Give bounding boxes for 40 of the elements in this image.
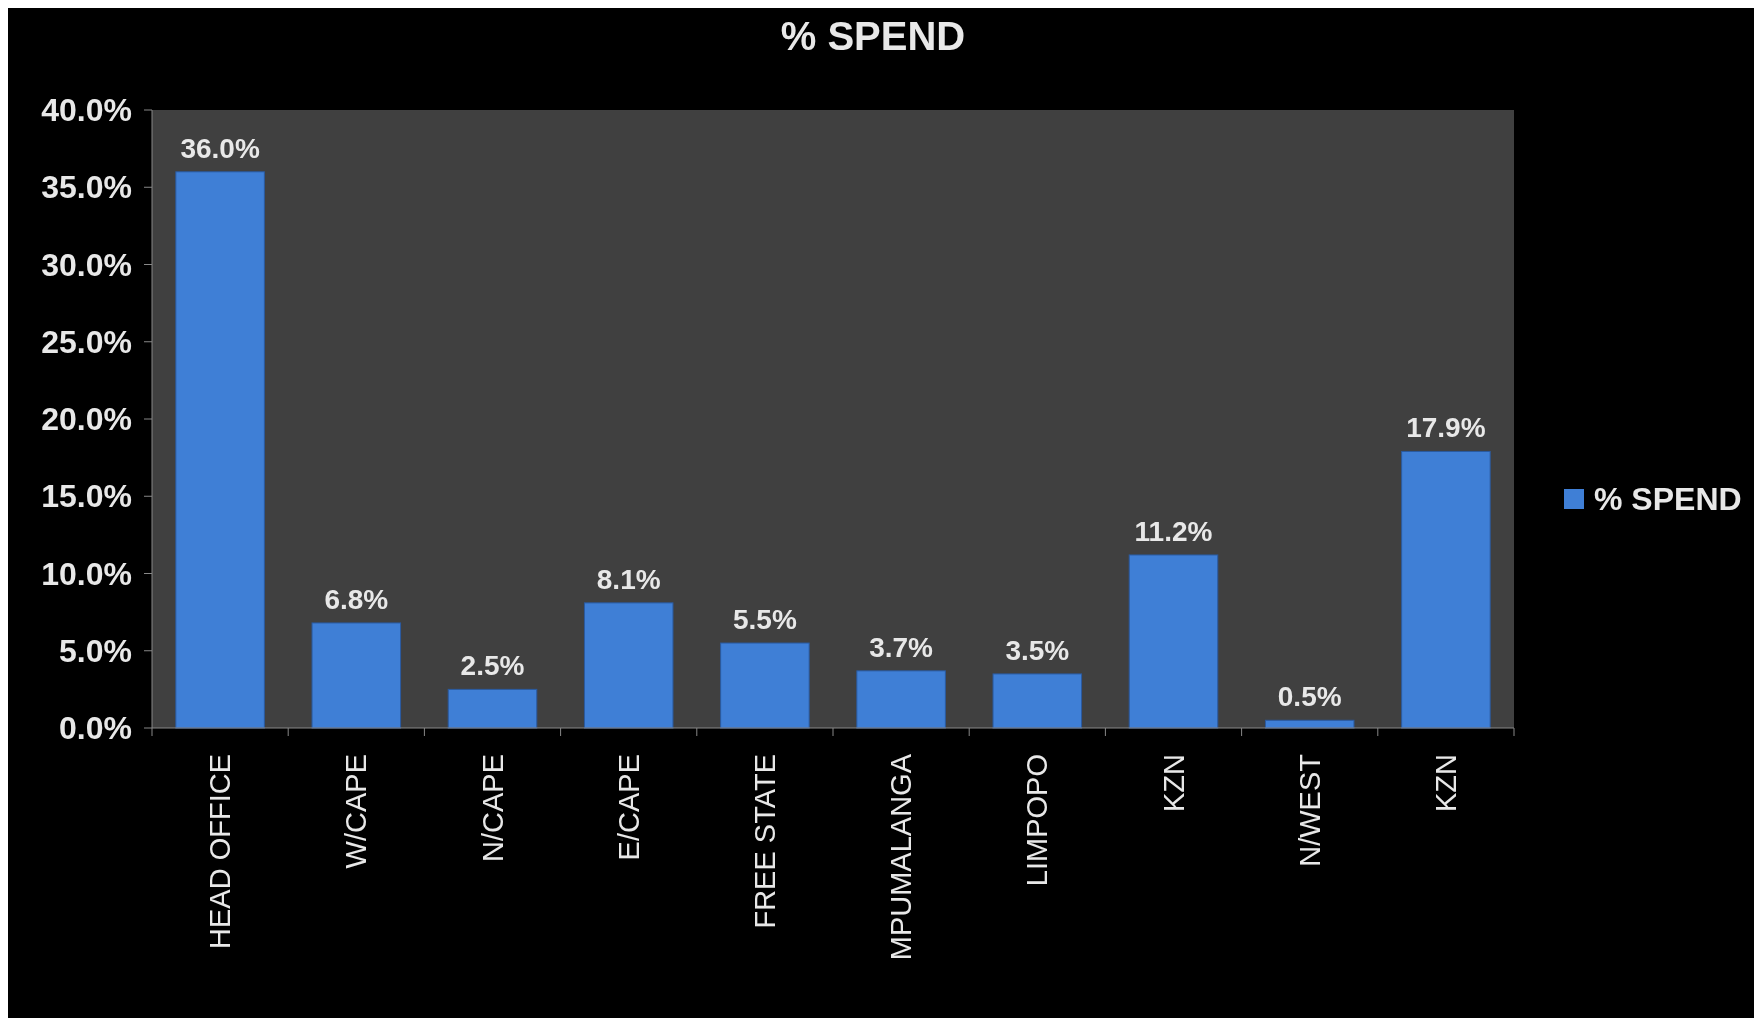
data-label: 3.5% bbox=[1005, 634, 1070, 666]
y-tick-label: 0.0% bbox=[59, 710, 132, 747]
bar bbox=[175, 171, 265, 729]
bar bbox=[447, 688, 538, 729]
data-label: 5.5% bbox=[732, 604, 797, 636]
x-tick-label: KZN bbox=[1157, 754, 1190, 812]
chart-title: % SPEND bbox=[780, 14, 966, 58]
data-label: 3.7% bbox=[869, 631, 934, 663]
y-tick-label: 35.0% bbox=[41, 169, 132, 206]
data-label: 6.8% bbox=[324, 583, 389, 615]
y-tick-label: 30.0% bbox=[41, 246, 132, 283]
y-tick-label: 25.0% bbox=[41, 323, 132, 360]
y-tick-label: 15.0% bbox=[41, 478, 132, 515]
y-tick-label: 40.0% bbox=[41, 92, 132, 129]
data-label: 2.5% bbox=[460, 650, 525, 682]
data-label: 36.0% bbox=[180, 132, 260, 164]
y-tick-label: 5.0% bbox=[59, 632, 132, 669]
bar bbox=[992, 673, 1083, 729]
x-tick-label: W/CAPE bbox=[340, 754, 373, 869]
data-label: 0.5% bbox=[1277, 681, 1342, 713]
y-tick-label: 10.0% bbox=[41, 555, 132, 592]
x-tick-label: LIMPOPO bbox=[1021, 754, 1054, 887]
x-tick-label: KZN bbox=[1430, 754, 1463, 812]
x-tick-label: HEAD OFFICE bbox=[204, 754, 237, 949]
bar bbox=[583, 602, 674, 729]
x-tick-label: MPUMALANGA bbox=[885, 753, 918, 961]
data-label: 8.1% bbox=[596, 563, 661, 595]
x-tick-label: FREE STATE bbox=[749, 754, 782, 929]
y-tick-label: 20.0% bbox=[41, 401, 132, 438]
x-tick-label: N/WEST bbox=[1293, 753, 1326, 867]
x-tick-label: N/CAPE bbox=[476, 754, 509, 862]
bar bbox=[1128, 554, 1219, 729]
data-label: 17.9% bbox=[1406, 412, 1486, 444]
bar bbox=[311, 622, 402, 729]
data-label: 11.2% bbox=[1134, 515, 1213, 547]
legend-label: % SPEND bbox=[1594, 481, 1742, 518]
bar bbox=[1401, 450, 1491, 729]
bar bbox=[720, 642, 810, 729]
x-tick-label: E/CAPE bbox=[612, 754, 645, 861]
bar bbox=[856, 670, 946, 729]
